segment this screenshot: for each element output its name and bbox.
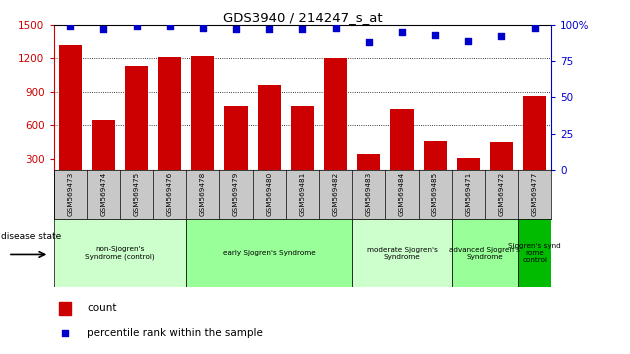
Text: GSM569485: GSM569485 bbox=[432, 171, 438, 216]
Bar bbox=[452, 219, 518, 287]
Point bbox=[264, 26, 274, 32]
Text: count: count bbox=[88, 303, 117, 313]
Bar bbox=[518, 219, 551, 287]
Text: GSM569472: GSM569472 bbox=[498, 171, 505, 216]
Bar bbox=[457, 158, 480, 170]
Point bbox=[430, 32, 440, 38]
Text: early Sjogren's Syndrome: early Sjogren's Syndrome bbox=[223, 250, 316, 256]
Text: non-Sjogren's
Syndrome (control): non-Sjogren's Syndrome (control) bbox=[85, 246, 155, 260]
Point bbox=[530, 25, 540, 30]
Title: GDS3940 / 214247_s_at: GDS3940 / 214247_s_at bbox=[222, 11, 382, 24]
Text: GSM569474: GSM569474 bbox=[100, 171, 106, 216]
Bar bbox=[258, 85, 281, 170]
Bar bbox=[192, 56, 214, 170]
Text: GSM569484: GSM569484 bbox=[399, 171, 405, 216]
Text: moderate Sjogren's
Syndrome: moderate Sjogren's Syndrome bbox=[367, 247, 437, 259]
Bar bbox=[92, 120, 115, 170]
Text: GSM569481: GSM569481 bbox=[299, 171, 306, 216]
Bar bbox=[125, 66, 148, 170]
Bar bbox=[324, 58, 347, 170]
Text: GSM569477: GSM569477 bbox=[532, 171, 537, 216]
Text: GSM569475: GSM569475 bbox=[134, 171, 139, 216]
Text: GSM569473: GSM569473 bbox=[67, 171, 73, 216]
Point bbox=[198, 25, 208, 30]
Bar bbox=[352, 219, 452, 287]
Text: GSM569482: GSM569482 bbox=[333, 171, 338, 216]
Bar bbox=[291, 106, 314, 170]
Text: GSM569471: GSM569471 bbox=[466, 171, 471, 216]
Bar bbox=[186, 219, 352, 287]
Text: disease state: disease state bbox=[1, 232, 61, 241]
Text: Sjogren's synd
rome
control: Sjogren's synd rome control bbox=[508, 243, 561, 263]
Text: GSM569476: GSM569476 bbox=[167, 171, 173, 216]
Point bbox=[463, 38, 473, 44]
Bar bbox=[158, 57, 181, 170]
Point bbox=[65, 23, 75, 29]
Point bbox=[164, 23, 175, 29]
Text: GSM569483: GSM569483 bbox=[366, 171, 372, 216]
Bar bbox=[490, 142, 513, 170]
Point bbox=[397, 29, 407, 35]
Point bbox=[364, 39, 374, 45]
Point bbox=[60, 330, 70, 336]
Point bbox=[98, 26, 108, 32]
Bar bbox=[54, 219, 186, 287]
Text: GSM569479: GSM569479 bbox=[233, 171, 239, 216]
Text: percentile rank within the sample: percentile rank within the sample bbox=[88, 328, 263, 338]
Point bbox=[231, 26, 241, 32]
Text: GSM569480: GSM569480 bbox=[266, 171, 272, 216]
Bar bbox=[59, 45, 82, 170]
Bar bbox=[523, 96, 546, 170]
Text: GSM569478: GSM569478 bbox=[200, 171, 206, 216]
Point bbox=[331, 25, 341, 30]
Point bbox=[132, 23, 142, 29]
Text: advanced Sjogren's
Syndrome: advanced Sjogren's Syndrome bbox=[449, 247, 520, 259]
Bar bbox=[224, 106, 248, 170]
Bar bbox=[423, 141, 447, 170]
Bar bbox=[357, 154, 381, 170]
Bar bbox=[59, 302, 71, 315]
Bar bbox=[391, 109, 413, 170]
Point bbox=[297, 26, 307, 32]
Point bbox=[496, 34, 507, 39]
